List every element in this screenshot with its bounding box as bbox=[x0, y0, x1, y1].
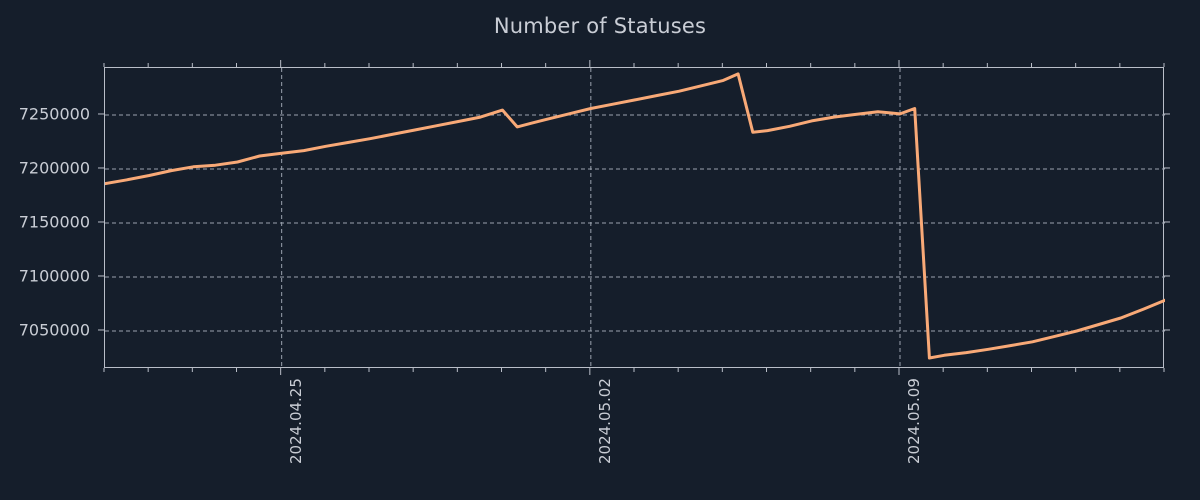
plot-area bbox=[103, 67, 1167, 369]
line-chart-canvas bbox=[103, 68, 1167, 369]
data-series-line bbox=[103, 72, 1167, 360]
y-axis-tick-label: 7250000 bbox=[18, 104, 90, 124]
y-axis-tick-label: 7200000 bbox=[18, 158, 90, 178]
y-axis-tick-label: 7150000 bbox=[18, 212, 90, 232]
y-axis-tick-label: 7100000 bbox=[18, 266, 90, 286]
y-axis-tick-label: 7050000 bbox=[18, 320, 90, 340]
chart-title: Number of Statuses bbox=[493, 14, 707, 38]
grid-lines bbox=[105, 68, 1165, 369]
